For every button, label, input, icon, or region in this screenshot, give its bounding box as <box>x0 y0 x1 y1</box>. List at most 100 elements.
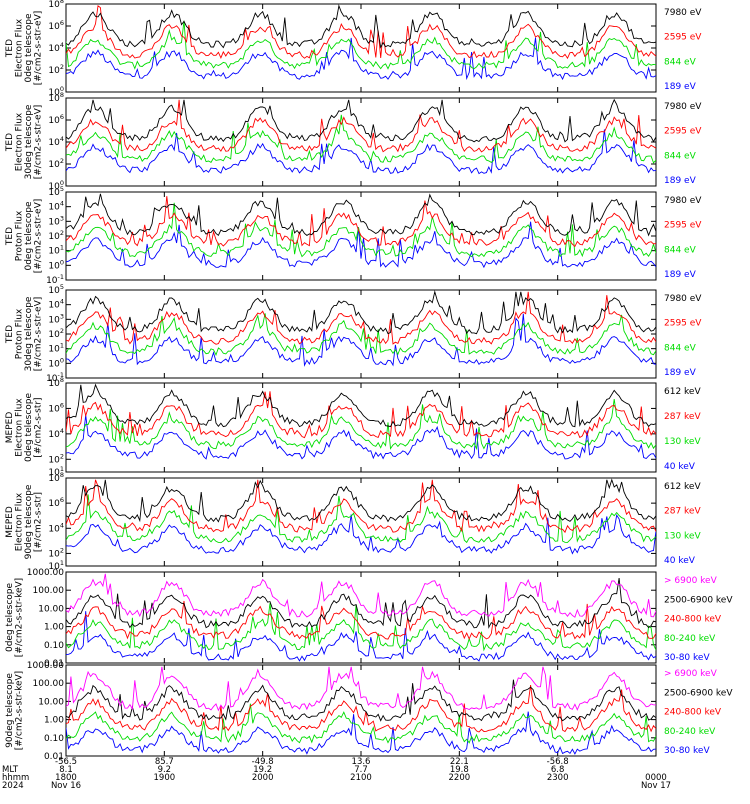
legend-entry: 40 keV <box>664 556 696 566</box>
y-axis-label-line: [#/cm2-s-str-eV] <box>34 11 44 86</box>
time-axis-label-hhmm: 0000 <box>645 773 667 783</box>
series-trace <box>66 666 656 712</box>
panel-traces <box>66 290 656 367</box>
y-axis-label: TED Proton Flux 30deg telescope [#/cm2-s-st… <box>5 296 44 371</box>
series-trace <box>66 478 656 523</box>
legend-entry: 130 keV <box>664 531 701 541</box>
legend-entry: 612 keV <box>664 387 701 397</box>
series-trace <box>66 290 656 335</box>
legend-entry: 40 keV <box>664 462 696 472</box>
y-tick-label: 0.10 <box>44 641 64 651</box>
y-tick-label: 104 <box>48 298 64 311</box>
legend-entry: 844 eV <box>664 343 697 353</box>
y-tick-label: 1000.00 <box>27 568 64 578</box>
y-axis-label-line: TED <box>5 39 15 58</box>
legend-entry: > 6900 keV <box>664 576 718 586</box>
y-axis-label-line: 0deg telescope <box>24 393 34 463</box>
y-axis-label-line: Electron Flux <box>15 492 25 551</box>
y-axis-label: TED Electron Flux 0deg telescope [#/cm2-s-s… <box>5 11 44 86</box>
y-axis-label-line: 0deg telescope <box>5 583 15 653</box>
y-tick-label: 104 <box>48 41 64 54</box>
time-axis-row-label: hhmm <box>2 773 29 783</box>
legend-entry: 7980 eV <box>664 196 702 206</box>
legend-entry: 844 eV <box>664 245 697 255</box>
y-axis-label-line: [#/cm2-s-str] <box>34 492 44 552</box>
y-tick-label: 10.00 <box>38 697 64 707</box>
legend-entry: > 6900 keV <box>664 669 718 679</box>
legend-entry: 2595 eV <box>664 33 702 43</box>
series-trace <box>66 711 656 755</box>
y-axis-label: TED Proton Flux 0deg telescope [#/cm2-s-str… <box>5 199 44 274</box>
y-tick-label: 100 <box>48 179 64 192</box>
panel-traces <box>66 193 656 269</box>
y-tick-label: 106 <box>48 113 64 126</box>
y-axis-label-line: MEPED <box>5 506 15 538</box>
panel-frame <box>65 571 657 664</box>
time-axis-row-label: 2024 <box>2 781 24 791</box>
series-trace <box>66 313 656 356</box>
y-axis-label-line: [#/cm2-s-str-eV] <box>34 105 44 180</box>
panel-traces <box>66 383 656 460</box>
legend-entry: 80-240 keV <box>664 727 716 737</box>
y-tick-label: 102 <box>48 546 64 559</box>
y-tick-label: 0.01 <box>44 752 64 762</box>
y-axis-label-line: [#/cm2-s-str-keV] <box>15 578 25 657</box>
y-axis-label: TED Electron Flux 30deg telescope [#/cm2-s-… <box>5 104 44 179</box>
y-axis-label-line: TED <box>5 227 15 246</box>
time-axis-label-hhmm: 2100 <box>350 773 372 783</box>
y-axis-label-line: [#/cm2-s-str-eV] <box>34 199 44 274</box>
legend-entry: 2595 eV <box>664 221 702 231</box>
legend-entry: 189 eV <box>664 368 697 378</box>
y-tick-label: 108 <box>48 0 64 10</box>
series-trace <box>66 114 656 164</box>
series-trace <box>66 129 656 175</box>
panel-traces <box>66 573 656 662</box>
y-axis-label: MEPED Electron Flux 0deg telescope [#/cm2-s… <box>5 393 44 463</box>
y-tick-label: 106 <box>48 496 64 509</box>
y-axis-label-line: [#/cm2-s-str-keV] <box>15 671 25 750</box>
panel-1: 100 102 104 106 108 TED Electron Flux 0deg tele… <box>5 0 702 98</box>
time-axis-label-mlt: 19.8 <box>450 765 469 775</box>
panel-traces <box>66 666 656 755</box>
y-axis-label-line: Electron Flux <box>15 112 25 171</box>
y-axis-label: 90deg telescope [#/cm2-s-str-keV] <box>5 671 25 750</box>
y-axis-label-line: 90deg telescope <box>24 484 34 559</box>
series-trace <box>66 383 656 428</box>
series-trace <box>66 196 656 248</box>
y-tick-label: 100 <box>48 258 64 271</box>
y-tick-label: 102 <box>48 63 64 76</box>
y-tick-label: 101 <box>48 342 64 355</box>
series-trace <box>66 679 656 722</box>
time-axis-label-hhmm: 1800 <box>55 773 77 783</box>
series-trace <box>66 573 656 618</box>
y-axis-label: MEPED Electron Flux 90deg telescope [#/cm2-… <box>5 484 44 559</box>
legend-entry: 844 eV <box>664 151 697 161</box>
y-axis-label-line: [#/cm2-s-str-eV] <box>34 297 44 372</box>
series-trace <box>66 20 656 70</box>
time-axis-label-lat: -49.8 <box>252 757 274 767</box>
y-tick-label: 0.01 <box>44 659 64 669</box>
series-trace <box>66 603 656 652</box>
panel-traces <box>66 98 656 175</box>
y-tick-label: 10-1 <box>46 371 64 384</box>
series-trace <box>66 703 656 744</box>
legend-entry: 240-800 keV <box>664 708 722 718</box>
legend-entry: 7980 eV <box>664 102 702 112</box>
legend-entry: 844 eV <box>664 57 697 67</box>
panel-traces <box>66 478 656 555</box>
y-tick-label: 100 <box>48 356 64 369</box>
y-tick-label: 100.00 <box>33 679 65 689</box>
series-trace <box>66 193 656 237</box>
time-axis-label-hhmm: 2200 <box>449 773 471 783</box>
y-tick-label: 102 <box>48 229 64 242</box>
series-trace <box>66 611 656 662</box>
y-axis-label-line: 90deg telescope <box>5 673 15 748</box>
time-axis-label-mlt: 8.1 <box>59 765 73 775</box>
y-tick-label: 104 <box>48 200 64 213</box>
series-trace <box>66 513 656 555</box>
